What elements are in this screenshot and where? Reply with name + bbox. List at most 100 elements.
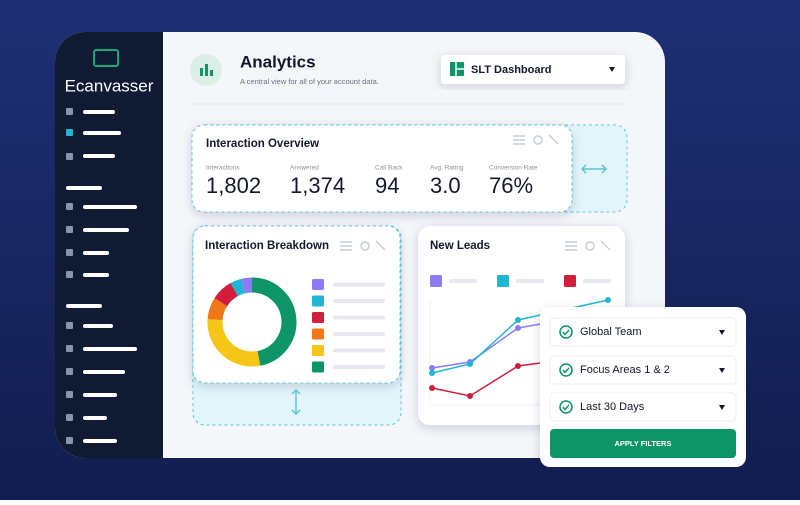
stat-value: 3.0 (430, 173, 461, 198)
card-title: Interaction Overview (206, 138, 319, 150)
legend-swatch (564, 275, 576, 287)
nav-icon (66, 129, 73, 136)
donut-segment (240, 277, 253, 294)
donut-segment (207, 298, 228, 321)
legend-swatch (312, 361, 324, 373)
check-mark (562, 404, 570, 411)
nav-icon (66, 271, 73, 278)
donut-segment (214, 283, 239, 307)
legend-placeholder (516, 279, 544, 283)
line-chart (429, 275, 611, 399)
legend-swatch (312, 312, 324, 323)
dropdown-caret (719, 330, 725, 335)
legend-placeholder (449, 279, 477, 283)
stat-value: 1,802 (206, 173, 261, 198)
nav-icon (66, 249, 73, 256)
legend-placeholder (333, 315, 385, 320)
donut-segment (207, 319, 261, 367)
nav-item[interactable] (83, 416, 107, 420)
nav-icon (66, 108, 73, 115)
donut-chart (207, 277, 385, 373)
legend-placeholder (333, 365, 385, 369)
nav-item[interactable] (83, 439, 117, 443)
data-point (467, 361, 473, 367)
legend-swatch (312, 295, 324, 307)
resize-h-icon (580, 164, 608, 174)
data-point (605, 297, 611, 303)
filter-label: Global Team (580, 326, 642, 338)
legend-swatch (497, 275, 509, 287)
brand: Ecanvasser (65, 76, 154, 95)
nav-item[interactable] (83, 393, 117, 397)
nav-icon (66, 226, 73, 233)
card-tools (565, 240, 611, 251)
overview-card[interactable] (191, 124, 573, 213)
dashboard-label: SLT Dashboard (471, 64, 551, 76)
check-mark (562, 367, 570, 374)
check-mark (562, 329, 570, 336)
nav-icon (66, 345, 73, 352)
nav-item[interactable] (83, 154, 115, 158)
page-title: Analytics (240, 52, 316, 71)
legend-placeholder (583, 279, 611, 283)
logo-icon (93, 49, 119, 67)
stat-value: 76% (489, 173, 533, 198)
dashboard-select[interactable] (441, 55, 625, 84)
apply-button-label: APPLY FILTERS (615, 439, 672, 448)
sidebar-nav: Ecanvasser (65, 49, 154, 444)
legend-swatch (312, 279, 324, 290)
nav-icon (66, 391, 73, 398)
dropdown-caret (609, 67, 615, 72)
nav-icon (66, 368, 73, 375)
filter-panel (540, 307, 746, 467)
breakdown-card[interactable] (192, 225, 401, 384)
resize-v-icon (291, 388, 301, 416)
nav-item[interactable] (83, 273, 109, 277)
nav-icon (66, 322, 73, 329)
legend-swatch (430, 275, 442, 287)
data-point (429, 365, 435, 371)
apply-button[interactable] (550, 429, 736, 458)
donut-segment (251, 277, 297, 366)
data-point (515, 363, 521, 369)
nav-item[interactable] (83, 251, 109, 255)
nav-item[interactable] (83, 324, 113, 328)
stat-value: 1,374 (290, 173, 345, 198)
page-subtitle: A central view for all of your account d… (240, 77, 379, 86)
dropdown-caret (719, 405, 725, 410)
dropdown-caret (719, 368, 725, 373)
sidebar (55, 32, 163, 458)
nav-icon (66, 153, 73, 160)
stat-label: Answered (290, 165, 319, 172)
stat-label: Avg. Rating (430, 165, 464, 172)
donut-segment (230, 278, 245, 297)
check-icon (559, 325, 573, 339)
stat-label: Call Back (375, 165, 403, 172)
nav-icon (66, 437, 73, 444)
nav-item[interactable] (83, 347, 137, 351)
nav-item[interactable] (83, 228, 129, 232)
filter-select[interactable] (549, 392, 737, 422)
nav-item[interactable] (83, 110, 115, 114)
nav-item[interactable] (83, 131, 121, 135)
filter-select[interactable] (549, 355, 737, 385)
nav-item[interactable] (83, 370, 125, 374)
nav-icon (66, 414, 73, 421)
card-title: Interaction Breakdown (205, 240, 329, 252)
check-icon (559, 400, 573, 414)
legend-placeholder (333, 348, 385, 353)
data-point (467, 393, 473, 399)
data-point (515, 325, 521, 331)
legend-placeholder (333, 332, 385, 336)
card-tools (513, 134, 559, 145)
legend-swatch (312, 345, 324, 356)
data-point (429, 370, 435, 376)
nav-icon (66, 203, 73, 210)
filter-label: Focus Areas 1 & 2 (580, 364, 670, 376)
filter-select[interactable] (549, 317, 737, 347)
card-title: New Leads (430, 240, 490, 252)
nav-item[interactable] (83, 205, 137, 209)
filter-label: Last 30 Days (580, 401, 645, 413)
legend-placeholder (333, 299, 385, 303)
